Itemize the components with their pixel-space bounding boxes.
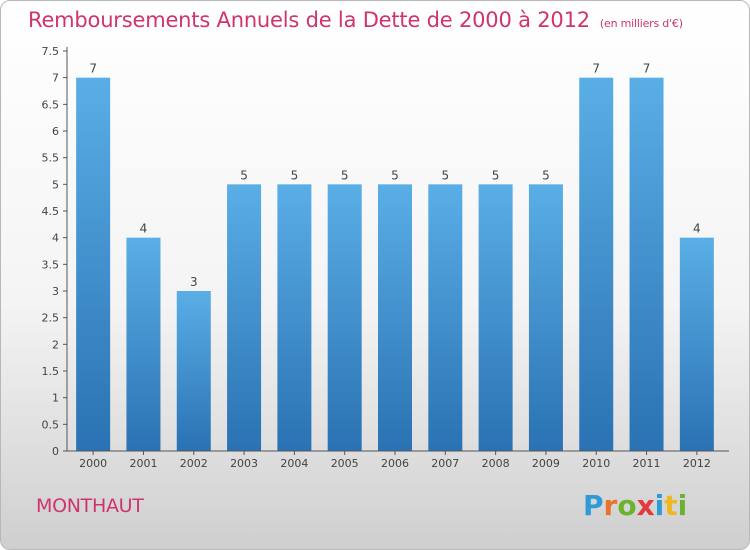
x-tick-label: 2010: [582, 457, 610, 470]
y-tick-label: 5.5: [42, 152, 60, 165]
bar-2001: [126, 237, 161, 451]
y-tick-label: 7.5: [42, 45, 60, 58]
logo-letter: x: [636, 489, 655, 522]
y-tick-label: 3: [52, 285, 59, 298]
bar-2002: [176, 291, 211, 451]
y-tick-label: 6.5: [42, 98, 60, 111]
y-axis: 0 0.5 1 1.5 2 2.5 3 3.5 4 4.5 5 5.5 6 6.5 7 7.5: [42, 45, 68, 458]
x-tick-label: 2005: [331, 457, 359, 470]
proxiti-logo: Proxiti: [583, 489, 687, 522]
chart-subtitle: (en milliers d'€): [599, 17, 683, 30]
y-tick-label: 0: [52, 445, 59, 458]
y-tick-label: 1.5: [42, 365, 60, 378]
bar-value-label: 5: [391, 168, 399, 182]
logo-letter: t: [664, 489, 678, 522]
logo-letter: i: [677, 489, 688, 522]
x-tick-label: 2006: [381, 457, 409, 470]
bar-2008: [478, 184, 513, 452]
bar-value-label: 5: [341, 168, 349, 182]
x-tick-label: 2011: [633, 457, 661, 470]
bar-2011: [629, 77, 664, 452]
commune-name: MONTHAUT: [36, 495, 144, 517]
chart-title: Remboursements Annuels de la Dette de 20…: [28, 8, 683, 32]
bar-2009: [528, 184, 563, 452]
bar-value-label: 4: [693, 222, 701, 236]
chart-title-text: Remboursements Annuels de la Dette de 20…: [28, 8, 590, 32]
bar-value-label: 3: [190, 275, 198, 289]
y-tick-label: 3.5: [42, 258, 60, 271]
x-axis: 2000 2001 2002 2003 2004 2005 2006 2007 2008 2009…: [67, 450, 729, 470]
bar-2004: [277, 184, 312, 452]
x-tick-label: 2012: [683, 457, 711, 470]
y-tick-label: 2: [52, 338, 59, 351]
x-tick-label: 2009: [532, 457, 560, 470]
bar-value-label: 7: [592, 62, 600, 76]
y-tick-label: 0.5: [42, 418, 60, 431]
x-tick-label: 2003: [230, 457, 258, 470]
bar-value-label: 5: [441, 168, 449, 182]
x-tick-label: 2004: [280, 457, 308, 470]
bar-2012: [679, 237, 714, 451]
y-tick-label: 1: [52, 392, 59, 405]
bar-2005: [327, 184, 362, 452]
bar-2003: [227, 184, 262, 452]
logo-letter: o: [617, 489, 637, 522]
bar-value-label: 5: [240, 168, 248, 182]
bar-2000: [76, 77, 111, 452]
y-tick-label: 5: [52, 178, 59, 191]
bar-2010: [579, 77, 614, 452]
y-tick-label: 4: [52, 232, 59, 245]
bar-value-label: 7: [643, 62, 651, 76]
bar-value-label: 7: [89, 62, 97, 76]
bar-value-label: 5: [291, 168, 299, 182]
x-tick-label: 2001: [129, 457, 157, 470]
x-tick-label: 2008: [482, 457, 510, 470]
y-tick-label: 2.5: [42, 312, 60, 325]
bar-2006: [378, 184, 412, 452]
logo-letter: P: [583, 489, 604, 522]
bar-value-label: 5: [492, 168, 500, 182]
bar-value-label: 5: [542, 168, 550, 182]
bar-2007: [428, 184, 463, 452]
bar-value-label: 4: [140, 222, 148, 236]
y-tick-label: 4.5: [42, 205, 60, 218]
x-tick-label: 2007: [431, 457, 459, 470]
x-tick-label: 2000: [79, 457, 107, 470]
bars: 7 4 3 5 5 5 5 5 5 5 7 7 4: [76, 62, 714, 452]
y-tick-label: 6: [52, 125, 59, 138]
y-tick-label: 7: [52, 72, 59, 85]
logo-letter: r: [603, 489, 618, 522]
x-tick-label: 2002: [180, 457, 208, 470]
logo-letter: i: [654, 489, 665, 522]
